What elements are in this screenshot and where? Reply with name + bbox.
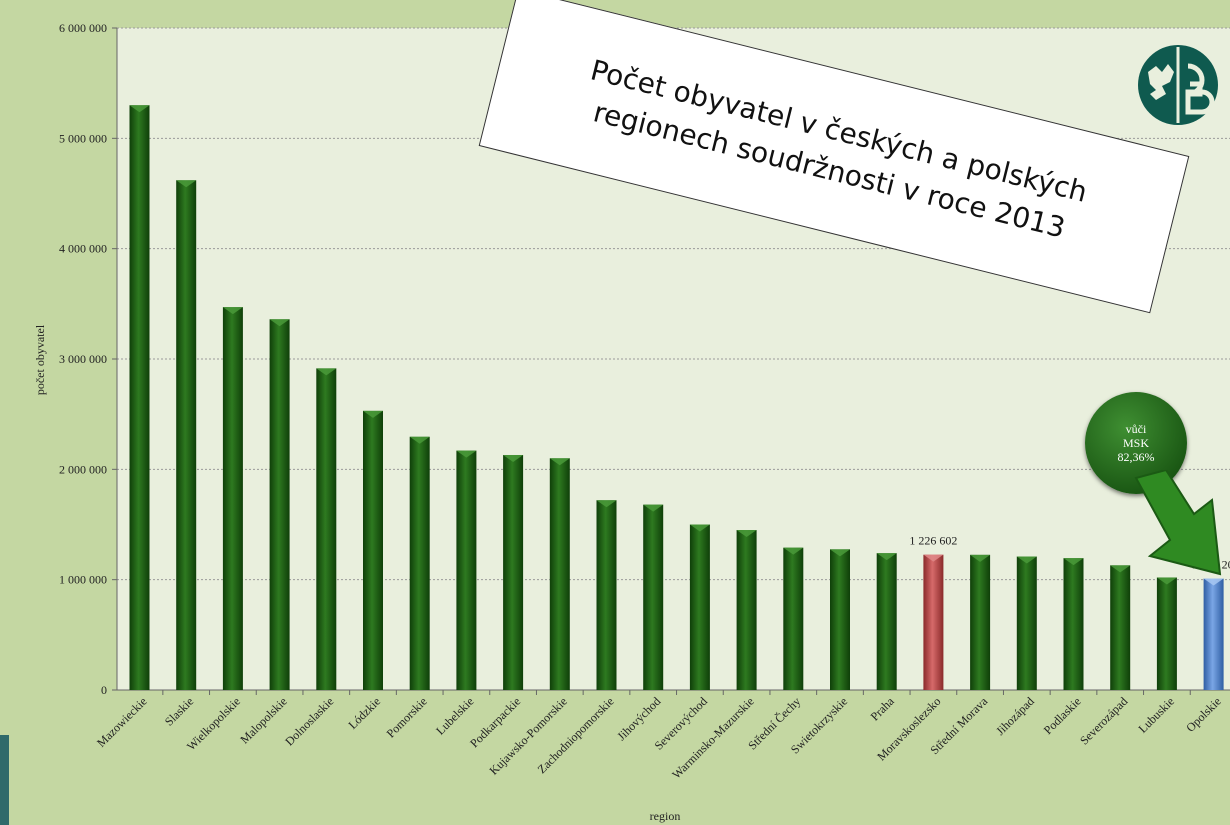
- bar-cap: [830, 549, 850, 557]
- bar: [503, 454, 524, 690]
- x-tick-label: Slaskie: [162, 694, 196, 728]
- x-axis-title: region: [650, 809, 681, 823]
- badge-line-1: vůči: [1125, 422, 1147, 436]
- bar: [1156, 577, 1177, 690]
- bar: [1063, 558, 1084, 690]
- x-tick-label: Mazowieckie: [94, 694, 150, 750]
- bar-cap: [269, 319, 290, 327]
- bar-cap: [596, 500, 617, 508]
- bar: [456, 450, 477, 690]
- bar-cap: [316, 368, 337, 376]
- x-tick-label: Praha: [868, 694, 898, 724]
- bar: [736, 530, 757, 690]
- y-tick-label: 3 000 000: [59, 352, 107, 366]
- x-tick-label: Lódzkie: [345, 694, 383, 732]
- bar-cap: [1063, 558, 1084, 566]
- bar: [363, 410, 383, 690]
- bar: [1016, 556, 1037, 690]
- y-tick-label: 2 000 000: [59, 462, 107, 476]
- bar-cap: [876, 553, 897, 561]
- x-tick-label: Jihovýchod: [614, 694, 663, 743]
- x-tick-label: Opolskie: [1183, 694, 1224, 735]
- bar-cap: [176, 180, 197, 188]
- bar-cap: [783, 547, 804, 555]
- bar-cap: [503, 454, 524, 462]
- bar: [316, 368, 337, 690]
- bar: [222, 307, 243, 690]
- x-tick-label: Kujawsko-Pomorskie: [486, 694, 569, 777]
- bar-cap: [970, 554, 991, 562]
- bar: [923, 554, 944, 690]
- bar: [129, 105, 150, 690]
- bar-cap: [643, 504, 664, 512]
- bar: [830, 549, 850, 690]
- bar-cap: [1110, 565, 1131, 573]
- y-tick-label: 1 000 000: [59, 573, 107, 587]
- x-tick-label: Severozápad: [1077, 694, 1130, 747]
- bar-cap: [222, 307, 243, 315]
- bar-cap: [549, 458, 570, 466]
- bar-cap: [736, 530, 757, 538]
- bar: [269, 319, 290, 690]
- bar: [596, 500, 617, 690]
- x-tick-label: Warminsko-Mazurskie: [669, 694, 756, 781]
- bar: [970, 554, 991, 690]
- badge-line-2: MSK: [1122, 436, 1149, 450]
- bar: [1203, 578, 1224, 690]
- bar-cap: [689, 524, 710, 532]
- x-tick-label: Dolnoslaskie: [282, 694, 336, 748]
- x-tick-label: Jihozápad: [993, 694, 1037, 738]
- x-tick-label: Lubelskie: [433, 694, 476, 737]
- y-tick-label: 4 000 000: [59, 242, 107, 256]
- coat-of-arms-logo-icon: [1138, 45, 1218, 125]
- y-tick-label: 5 000 000: [59, 131, 107, 145]
- y-tick-label: 6 000 000: [59, 21, 107, 35]
- bar-cap: [363, 410, 383, 418]
- bar: [1110, 565, 1131, 690]
- bar-cap: [456, 450, 477, 458]
- x-tick-label: Podlaskie: [1041, 694, 1084, 737]
- bar: [876, 553, 897, 690]
- left-edge-strip: [0, 735, 9, 825]
- bar: [643, 504, 664, 690]
- data-label: 1 226 602: [909, 534, 957, 548]
- bar-cap: [1156, 577, 1177, 585]
- bar-cap: [409, 436, 430, 444]
- bar: [409, 436, 430, 690]
- y-tick-label: 0: [101, 683, 107, 697]
- x-tick-label: Lubuskie: [1136, 694, 1177, 735]
- bar-cap: [1016, 556, 1037, 564]
- badge-line-3: 82,36%: [1117, 450, 1155, 464]
- arrow-down-right-icon: [1134, 470, 1222, 576]
- bar-cap: [923, 554, 944, 562]
- x-tick-label: Pomorskie: [384, 694, 430, 740]
- bar: [176, 180, 197, 690]
- y-axis-title: počet obyvatel: [33, 324, 47, 395]
- bar: [689, 524, 710, 690]
- bar: [783, 547, 804, 690]
- bar: [549, 458, 570, 690]
- bar-cap: [129, 105, 150, 113]
- bar-cap: [1203, 578, 1224, 586]
